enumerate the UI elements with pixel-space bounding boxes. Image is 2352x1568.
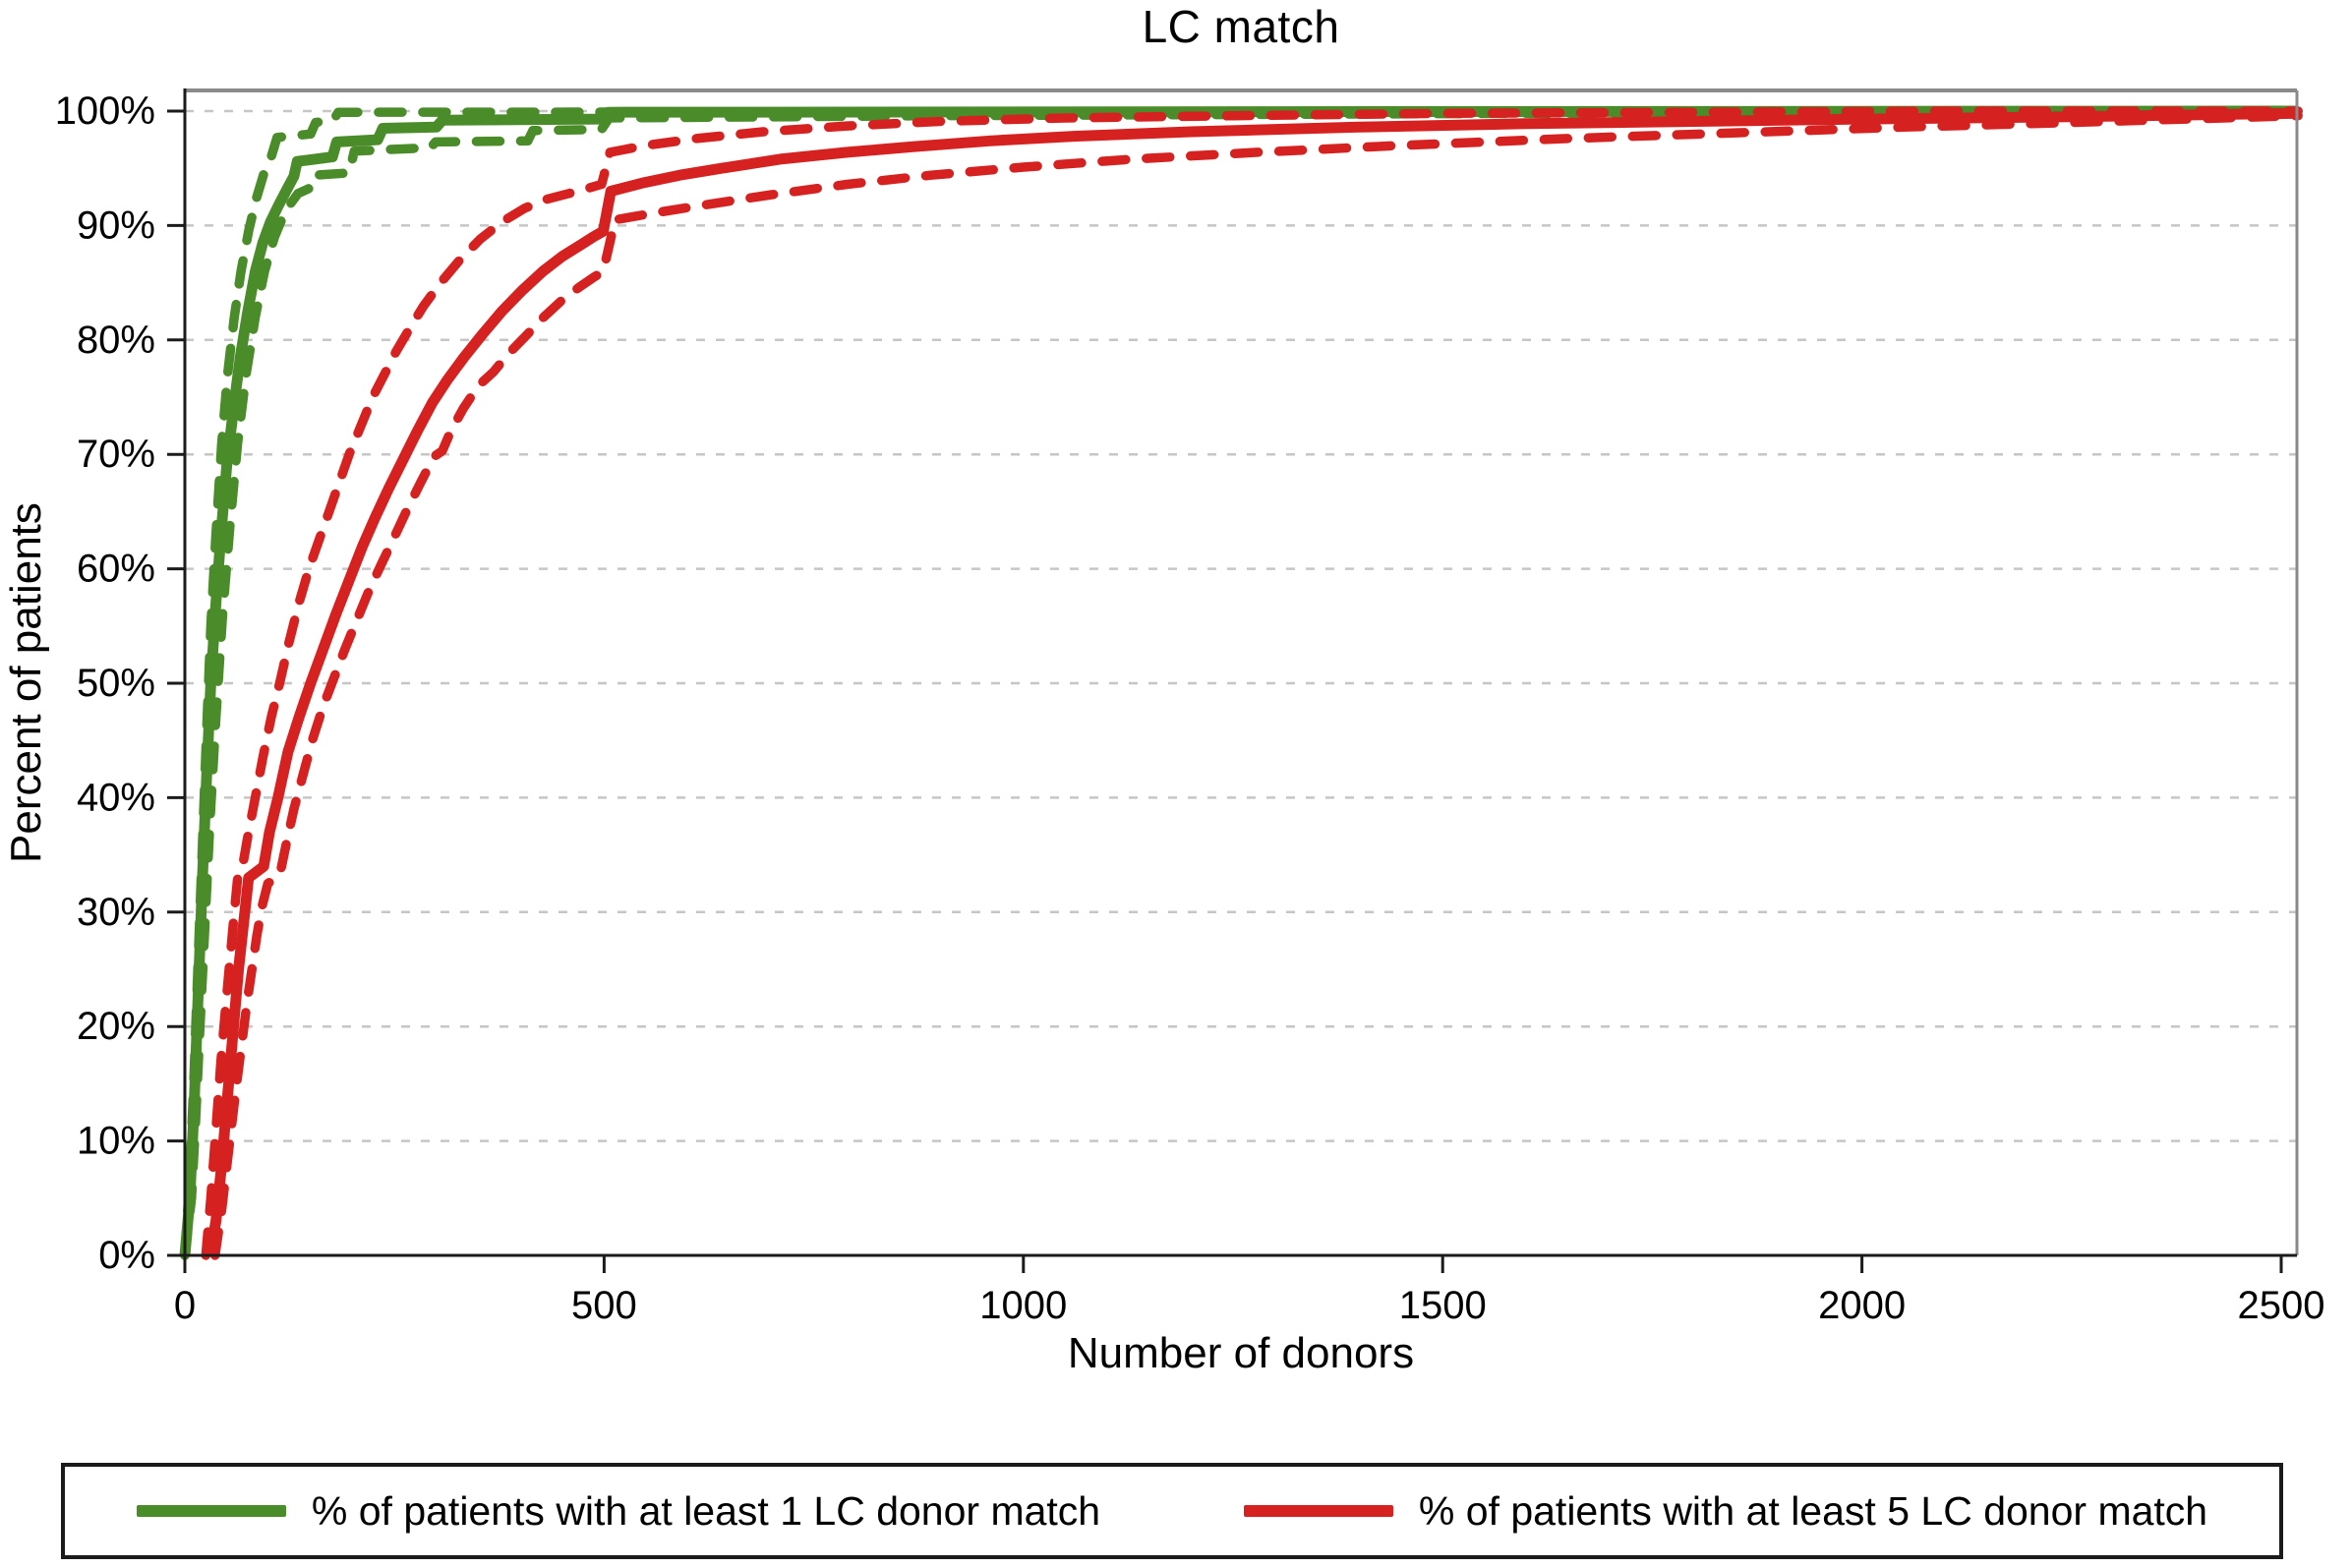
x-tick-label: 2000 (1818, 1284, 1906, 1327)
x-axis-title: Number of donors (1067, 1329, 1415, 1377)
series-green-lower-ci (180, 106, 2303, 1260)
x-tick-label: 500 (571, 1284, 637, 1327)
chart-title: LC match (1142, 1, 1340, 52)
legend-label-1lc: % of patients with at least 1 LC donor m… (311, 1487, 1101, 1534)
y-tick-label: 80% (77, 319, 155, 362)
y-tick-label: 0% (98, 1234, 155, 1277)
legend-item-5lc: % of patients with at least 5 LC donor m… (1172, 1488, 2279, 1535)
y-tick-label: 40% (77, 776, 155, 819)
y-tick-label: 10% (77, 1120, 155, 1163)
y-tick-label: 100% (55, 89, 155, 133)
legend-label-5lc: % of patients with at least 5 LC donor m… (1418, 1487, 2208, 1534)
legend-item-1lc: % of patients with at least 1 LC donor m… (65, 1488, 1172, 1535)
y-tick-label: 70% (77, 433, 155, 476)
y-tick-label: 30% (77, 891, 155, 934)
x-tick-label: 1500 (1399, 1284, 1487, 1327)
lc-match-chart: 0% 10% 20% 30% 40% 50% 60% 70% 80% 90% 100% 0 500 100… (55, 88, 2325, 1327)
legend-swatch-red-line (1243, 1505, 1393, 1517)
series-red-upper-ci (201, 106, 2303, 1260)
x-tick-label: 2500 (2238, 1284, 2325, 1327)
series-green-solid (179, 105, 2299, 1256)
y-tick-label: 60% (77, 548, 155, 591)
series-green-upper-ci (180, 106, 2303, 1260)
y-tick-label: 20% (77, 1005, 155, 1048)
x-tick-label: 0 (174, 1284, 196, 1327)
series-red-solid (205, 107, 2299, 1256)
legend-swatch-green-line (136, 1505, 286, 1517)
legend: % of patients with at least 1 LC donor m… (61, 1463, 2283, 1559)
y-tick-label: 50% (77, 662, 155, 705)
series-red-lower-ci (209, 110, 2303, 1260)
y-tick-label: 90% (77, 203, 155, 247)
x-tick-label: 1000 (979, 1284, 1067, 1327)
